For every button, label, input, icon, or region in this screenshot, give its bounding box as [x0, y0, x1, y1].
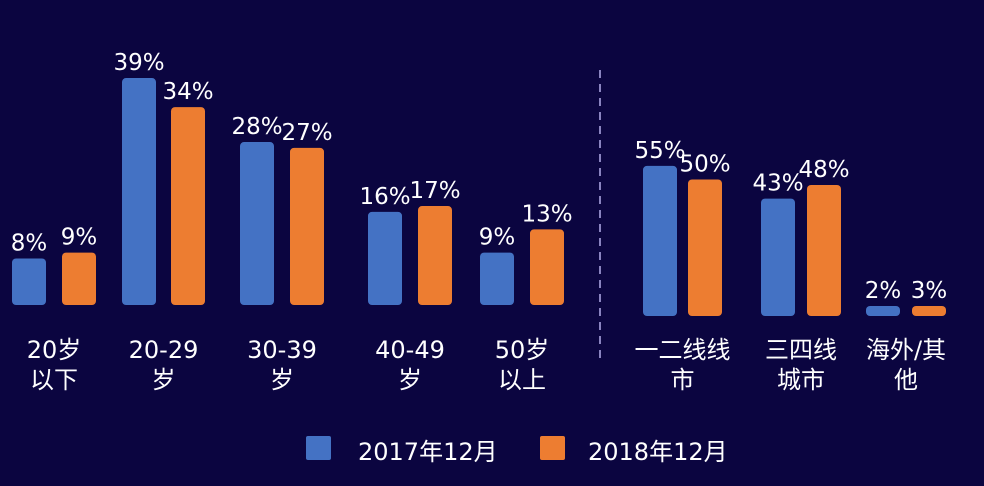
data-label: 55%: [634, 138, 685, 164]
data-label: 8%: [11, 230, 48, 256]
bar-0-2-1: [290, 147, 324, 305]
bar-1-1-1: [807, 184, 841, 316]
category-label: 岁: [398, 366, 422, 394]
bar-1-0-1: [688, 179, 722, 316]
bar-0-3-1: [418, 206, 452, 305]
data-label: 34%: [162, 79, 213, 105]
data-label: 3%: [911, 278, 948, 304]
bar-0-1-1: [171, 107, 205, 306]
category-label: 30-39: [247, 336, 317, 364]
bar-0-3-0: [368, 211, 402, 305]
legend-swatch-2017: [306, 436, 331, 460]
bar-0-4-0: [480, 252, 514, 305]
data-label: 39%: [113, 50, 164, 76]
bar-0-2-0: [240, 142, 274, 305]
bar-1-2-0: [866, 306, 900, 316]
legend-label-2018: 2018年12月: [588, 438, 728, 466]
category-label: 海外/其: [866, 336, 946, 364]
bar-0-4-1: [530, 229, 564, 305]
legend: 2017年12月 2018年12月: [306, 436, 728, 466]
legend-label-2017: 2017年12月: [358, 438, 498, 466]
category-label: 一二线线: [635, 336, 731, 364]
data-label: 17%: [409, 178, 460, 204]
data-label: 27%: [281, 120, 332, 146]
category-label: 岁: [270, 366, 294, 394]
category-label: 三四线: [765, 336, 837, 364]
data-label: 9%: [479, 225, 516, 251]
bar-1-1-0: [761, 198, 795, 316]
data-label: 48%: [798, 157, 849, 183]
data-label: 13%: [521, 201, 572, 227]
bar-0-0-0: [12, 258, 46, 305]
category-label: 市: [671, 366, 695, 394]
category-label: 以下: [30, 366, 78, 394]
category-label: 40-49: [375, 336, 445, 364]
category-label: 他: [894, 366, 918, 394]
bar-1-0-0: [643, 165, 677, 316]
category-label: 20-29: [129, 336, 199, 364]
bar-1-2-1: [912, 306, 946, 316]
data-label: 28%: [231, 114, 282, 140]
category-label: 以上: [498, 366, 546, 394]
category-label: 岁: [152, 366, 176, 394]
category-label: 城市: [777, 366, 825, 394]
category-label: 20岁: [27, 336, 82, 364]
bar-0-1-0: [122, 78, 156, 306]
category-label: 50岁: [495, 336, 550, 364]
legend-swatch-2018: [540, 436, 565, 460]
data-label: 16%: [359, 184, 410, 210]
data-label: 2%: [865, 278, 902, 304]
data-label: 43%: [752, 171, 803, 197]
data-label: 50%: [679, 152, 730, 178]
data-label: 9%: [61, 225, 98, 251]
bar-0-0-1: [62, 252, 96, 305]
